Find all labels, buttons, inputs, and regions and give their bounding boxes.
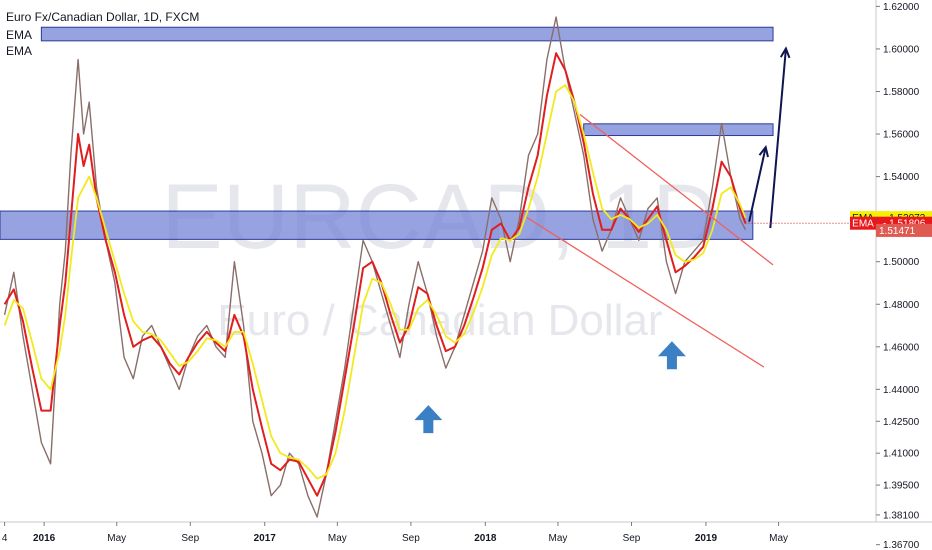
ema-series xyxy=(3,52,747,497)
up-arrow-marker xyxy=(414,405,443,434)
price-line xyxy=(3,16,747,518)
x-tick-label: May xyxy=(328,533,347,544)
price-tag-bg xyxy=(876,223,932,237)
price-tag-label: EMA xyxy=(852,219,874,230)
y-tick-label: 1.50000 xyxy=(883,257,920,268)
y-tick-label: 1.41000 xyxy=(883,449,920,460)
x-tick-label: 2017 xyxy=(254,533,277,544)
y-tick-label: 1.42500 xyxy=(883,417,920,428)
zone-rectangle xyxy=(40,26,774,42)
x-tick-label: May xyxy=(769,533,788,544)
up-arrow-marker xyxy=(657,341,686,370)
price-tag-label-bg xyxy=(850,216,876,230)
indicator-label-ema-2[interactable]: EMA xyxy=(6,44,33,58)
x-tick-label: May xyxy=(549,533,568,544)
projection-arrow xyxy=(748,147,767,222)
x-tick-label: 4 xyxy=(2,533,8,544)
axes xyxy=(0,0,932,523)
y-tick-label: 1.58000 xyxy=(883,87,920,98)
chart-title: Euro Fx/Canadian Dollar, 1D, FXCM xyxy=(6,10,200,24)
projection-arrowhead xyxy=(758,144,769,158)
y-tick-label: 1.36700 xyxy=(883,540,920,550)
channel-trendline xyxy=(579,113,774,266)
x-axis-ticks: 4 2016 May Sep 2017 May Sep 2018 May Sep 2019 May xyxy=(2,522,788,544)
price-tags: EMA- 1.52073EMA- 1.518061.51471 xyxy=(850,211,932,237)
y-axis-ticks: 1.62000 1.60000 1.58000 1.56000 1.54000 1.500… xyxy=(876,2,920,550)
y-tick-label: 1.54000 xyxy=(883,172,920,183)
y-tick-label: 1.44000 xyxy=(883,385,920,396)
x-tick-label: May xyxy=(107,533,126,544)
y-tick-label: 1.38100 xyxy=(883,510,920,521)
y-tick-label: 1.60000 xyxy=(883,44,920,55)
projection-arrowhead xyxy=(779,46,791,59)
y-tick-label: 1.39500 xyxy=(883,481,920,492)
projection-arrow xyxy=(769,48,787,229)
x-tick-label: 2018 xyxy=(474,533,497,544)
y-tick-label: 1.48000 xyxy=(883,300,920,311)
x-tick-label: Sep xyxy=(623,533,641,544)
x-tick-label: 2016 xyxy=(33,533,56,544)
x-tick-label: Sep xyxy=(402,533,420,544)
zone-rectangle xyxy=(583,123,774,137)
price-series xyxy=(3,16,747,518)
x-tick-label: 2019 xyxy=(695,533,718,544)
x-tick-label: Sep xyxy=(181,533,199,544)
y-tick-label: 1.62000 xyxy=(883,2,920,13)
channel-trendline xyxy=(526,216,765,368)
indicator-label-ema-1[interactable]: EMA xyxy=(6,28,33,42)
ema-slow-line xyxy=(3,84,747,480)
price-tag-value: 1.51471 xyxy=(879,226,916,237)
y-tick-label: 1.46000 xyxy=(883,342,920,353)
watermark: EURCAD, 1D Euro / Canadian Dollar xyxy=(161,166,718,345)
ema-fast-line xyxy=(3,52,747,497)
y-tick-label: 1.56000 xyxy=(883,130,920,141)
